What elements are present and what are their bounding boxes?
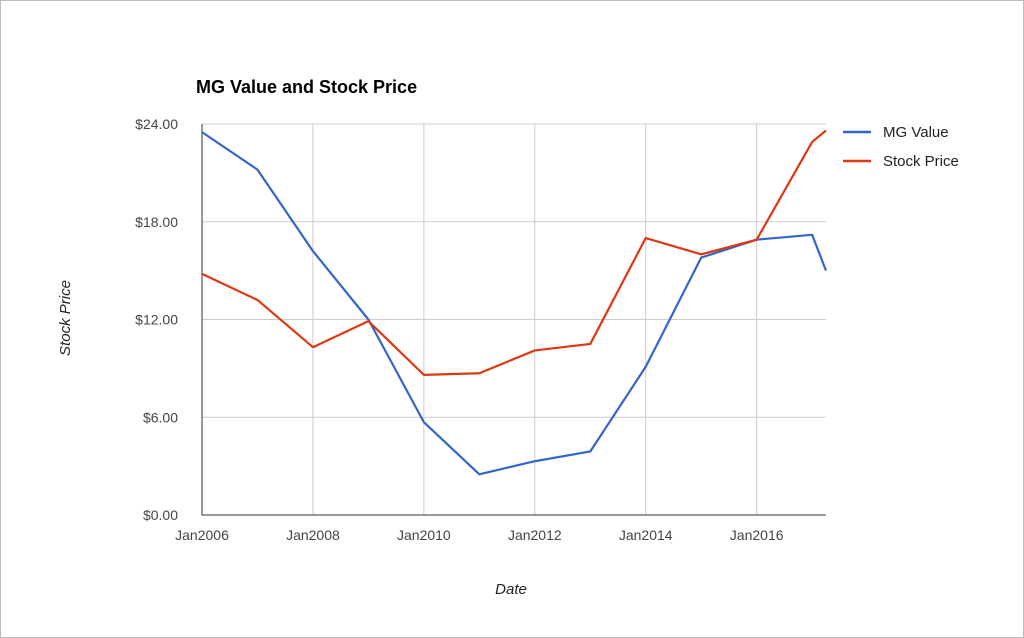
x-tick-label: Jan2008 — [286, 527, 340, 543]
y-axis-title: Stock Price — [57, 280, 74, 356]
y-tick-label: $24.00 — [135, 116, 178, 132]
y-tick-label: $12.00 — [135, 312, 178, 328]
legend: MG Value Stock Price — [843, 124, 959, 170]
x-tick-label: Jan2010 — [397, 527, 451, 543]
x-tick-label: Jan2006 — [175, 527, 229, 543]
series-lines — [201, 129, 828, 476]
tick-labels: $0.00 $6.00 $12.00 $18.00 $24.00 Jan2006 Jan20… — [135, 116, 784, 543]
legend-label-stock-price: Stock Price — [883, 153, 959, 170]
x-tick-label: Jan2012 — [508, 527, 562, 543]
y-tick-label: $0.00 — [143, 507, 178, 523]
chart-title: MG Value and Stock Price — [196, 77, 417, 97]
legend-label-mg-value: MG Value — [883, 124, 949, 141]
y-tick-label: $6.00 — [143, 409, 178, 425]
series-line-stock-price — [201, 129, 827, 376]
x-axis-title: Date — [495, 581, 527, 598]
y-tick-label: $18.00 — [135, 214, 178, 230]
series-line-mg-value — [201, 131, 828, 476]
axes — [201, 124, 826, 516]
x-tick-label: Jan2014 — [619, 527, 673, 543]
x-tick-label: Jan2016 — [730, 527, 784, 543]
grid-lines — [202, 123, 826, 515]
